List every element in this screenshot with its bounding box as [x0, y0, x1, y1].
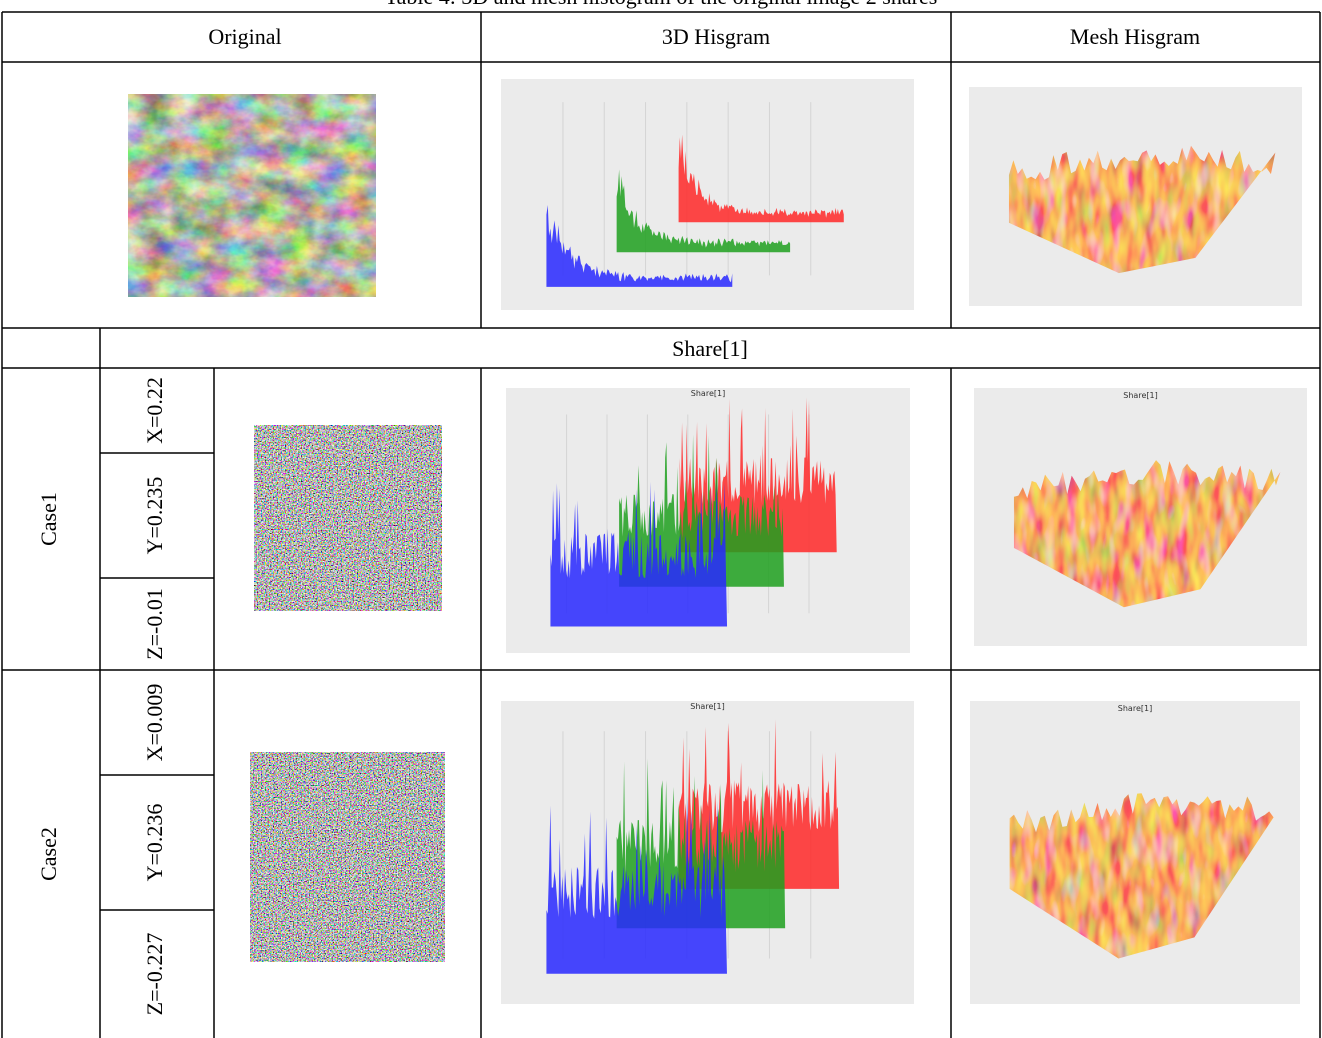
share-image: [250, 752, 445, 962]
param-label: Y=0.236: [142, 804, 167, 882]
plot-title: Share[1]: [1123, 391, 1157, 400]
section-label: Share[1]: [672, 336, 748, 361]
mesh-plot: Share[1]: [970, 701, 1300, 1004]
mesh-surface: [1008, 145, 1276, 274]
mesh-plot: [969, 87, 1302, 306]
histogram-channel: [616, 169, 791, 253]
case-label: Case1: [36, 492, 61, 546]
share-image: [254, 425, 442, 611]
plot-title: Share[1]: [1118, 704, 1152, 713]
histogram-3d: Share[1]: [506, 388, 910, 653]
plot-title: Share[1]: [691, 389, 725, 398]
plot-title: Share[1]: [690, 702, 724, 711]
param-label: X=0.22: [142, 377, 167, 444]
histogram-channel: [619, 434, 789, 587]
dynamic-layer: Share[1] Share[1] Share[1] Share[1] Case1 X=0…: [36, 79, 1307, 1015]
original-image: [128, 94, 376, 297]
histogram-channel: [550, 481, 733, 627]
histogram-3d: [501, 79, 914, 310]
table-lines: [1, 11, 1321, 1038]
param-label: Z=-0.01: [142, 588, 167, 660]
mesh-plot: Share[1]: [974, 388, 1307, 646]
param-label: X=0.009: [142, 684, 167, 762]
histogram-channel: [546, 796, 733, 974]
table-caption: Table 4: 3D and mesh histogram of the or…: [385, 0, 938, 9]
histogram-3d: Share[1]: [501, 701, 914, 1004]
mesh-surface: [1009, 793, 1274, 959]
header-cell: Original: [208, 24, 281, 49]
histogram-channel: [678, 134, 844, 223]
header-cell: 3D Hisgram: [662, 24, 770, 49]
header-cell: Mesh Hisgram: [1070, 24, 1200, 49]
histogram-channel: [546, 205, 733, 287]
mesh-surface: [1013, 460, 1281, 608]
param-label: Y=0.235: [142, 477, 167, 555]
case-label: Case2: [36, 827, 61, 881]
param-label: Z=-0.227: [142, 933, 167, 1016]
